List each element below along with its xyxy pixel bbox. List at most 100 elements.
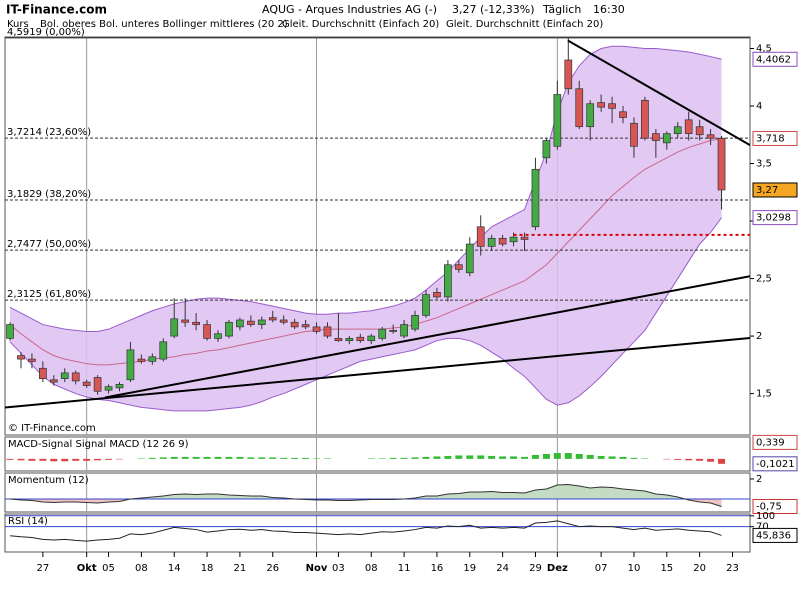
candle-body — [225, 321, 233, 337]
bar — [510, 456, 518, 459]
x-tick-label: Okt — [77, 563, 97, 574]
value-marker — [752, 456, 798, 472]
value-marker-label: 4,4062 — [756, 54, 791, 65]
candle-body — [433, 292, 441, 298]
fib-label: 2,3125 (61,80%) — [7, 289, 91, 300]
candle-body — [652, 133, 660, 141]
x-tick-label: 23 — [726, 563, 739, 574]
y-tick-label: 3,5 — [756, 159, 772, 170]
candle-body — [695, 126, 704, 136]
candle-body — [564, 59, 573, 90]
x-tick-label: 24 — [496, 563, 509, 574]
x-tick-label: 08 — [365, 563, 378, 574]
candle-body — [181, 319, 190, 323]
watermark: © IT-Finance.com — [8, 423, 96, 434]
bar — [6, 458, 14, 460]
candle-body — [49, 379, 58, 383]
candle-body — [159, 341, 168, 360]
candle-body — [422, 294, 430, 316]
trend-line — [5, 337, 750, 409]
candle-body — [454, 264, 463, 270]
bar — [619, 456, 627, 459]
bar — [214, 456, 222, 459]
fib-label: 3,7214 (23,60%) — [7, 127, 91, 138]
bar — [400, 457, 408, 459]
candle-body — [662, 133, 671, 144]
panel-frame — [4, 436, 751, 472]
bar — [50, 458, 58, 462]
bar — [542, 454, 550, 459]
candle-body — [71, 372, 80, 382]
fib-label: 3,1829 (38,20%) — [7, 189, 91, 200]
candle-body — [334, 338, 343, 342]
legend-entry: Kurs — [7, 19, 29, 30]
y-tick-label: 4 — [756, 101, 762, 112]
candle-body — [115, 384, 124, 389]
candle-body — [290, 321, 299, 328]
candle-body — [17, 355, 25, 360]
interval: Täglich — [542, 3, 581, 16]
x-tick-label: 26 — [266, 563, 279, 574]
chart-title: AQUG - Arques Industries AG (-) — [262, 3, 437, 16]
bar — [61, 458, 69, 462]
bar — [499, 456, 507, 459]
candle-body — [673, 126, 682, 134]
legend-entry: Gleit. Durchschnitt (Einfach 20) — [446, 19, 603, 30]
value-marker-label: 3,27 — [756, 185, 778, 196]
candle-body — [82, 381, 91, 386]
candle-body — [323, 326, 332, 337]
bar — [586, 454, 594, 459]
candle-body — [192, 321, 200, 325]
area-negative — [10, 499, 722, 507]
bar — [553, 453, 561, 459]
candle-body — [575, 88, 584, 128]
candle-body — [301, 324, 310, 328]
panel — [6, 437, 726, 471]
candle-body — [608, 103, 616, 109]
bar — [105, 458, 113, 460]
y-tick-label: 2 — [756, 474, 762, 485]
candle-body — [389, 329, 398, 332]
bar — [455, 455, 463, 459]
candle-body — [553, 94, 562, 147]
candle-body — [312, 326, 321, 332]
bar — [280, 457, 288, 459]
candle-body — [498, 237, 507, 245]
value-marker-label: -0,75 — [756, 502, 782, 513]
bar — [389, 457, 397, 459]
candle-body — [203, 324, 211, 339]
x-tick-label: Nov — [306, 563, 328, 574]
bar — [203, 456, 211, 459]
y-tick-label: 100 — [756, 511, 775, 522]
value-marker — [752, 434, 798, 450]
bar — [236, 456, 244, 459]
bollinger-lower — [9, 217, 722, 412]
candle-body — [148, 356, 157, 362]
candle-body — [476, 226, 485, 247]
y-tick-label: 1,5 — [756, 389, 772, 400]
trend-line — [567, 39, 750, 146]
candle-body — [257, 319, 266, 325]
legend-entry: Bol. oberes Bol. unteres Bollinger mittl… — [40, 19, 288, 30]
bollinger-upper — [9, 45, 722, 332]
value-marker-label: -0,1021 — [756, 459, 795, 470]
bar — [247, 457, 255, 459]
panel-title: MACD-Signal Signal MACD (12 26 9) — [8, 439, 189, 450]
value-marker — [752, 130, 798, 146]
value-marker-label: 45,836 — [756, 530, 791, 541]
bar — [302, 457, 310, 459]
bar — [192, 456, 200, 459]
time: 16:30 — [593, 3, 625, 16]
value-marker-label: 3,718 — [756, 133, 785, 144]
candle-body — [597, 102, 605, 108]
candle-body — [137, 358, 146, 362]
bar — [575, 454, 583, 459]
candle-body — [444, 264, 452, 298]
candle-body — [509, 236, 518, 243]
candle-body — [367, 335, 376, 342]
candle-body — [641, 99, 649, 139]
y-tick-label: 2 — [756, 331, 762, 342]
bar — [477, 455, 485, 459]
x-tick-label: 16 — [431, 563, 444, 574]
value-marker-label: 0,339 — [756, 437, 785, 448]
